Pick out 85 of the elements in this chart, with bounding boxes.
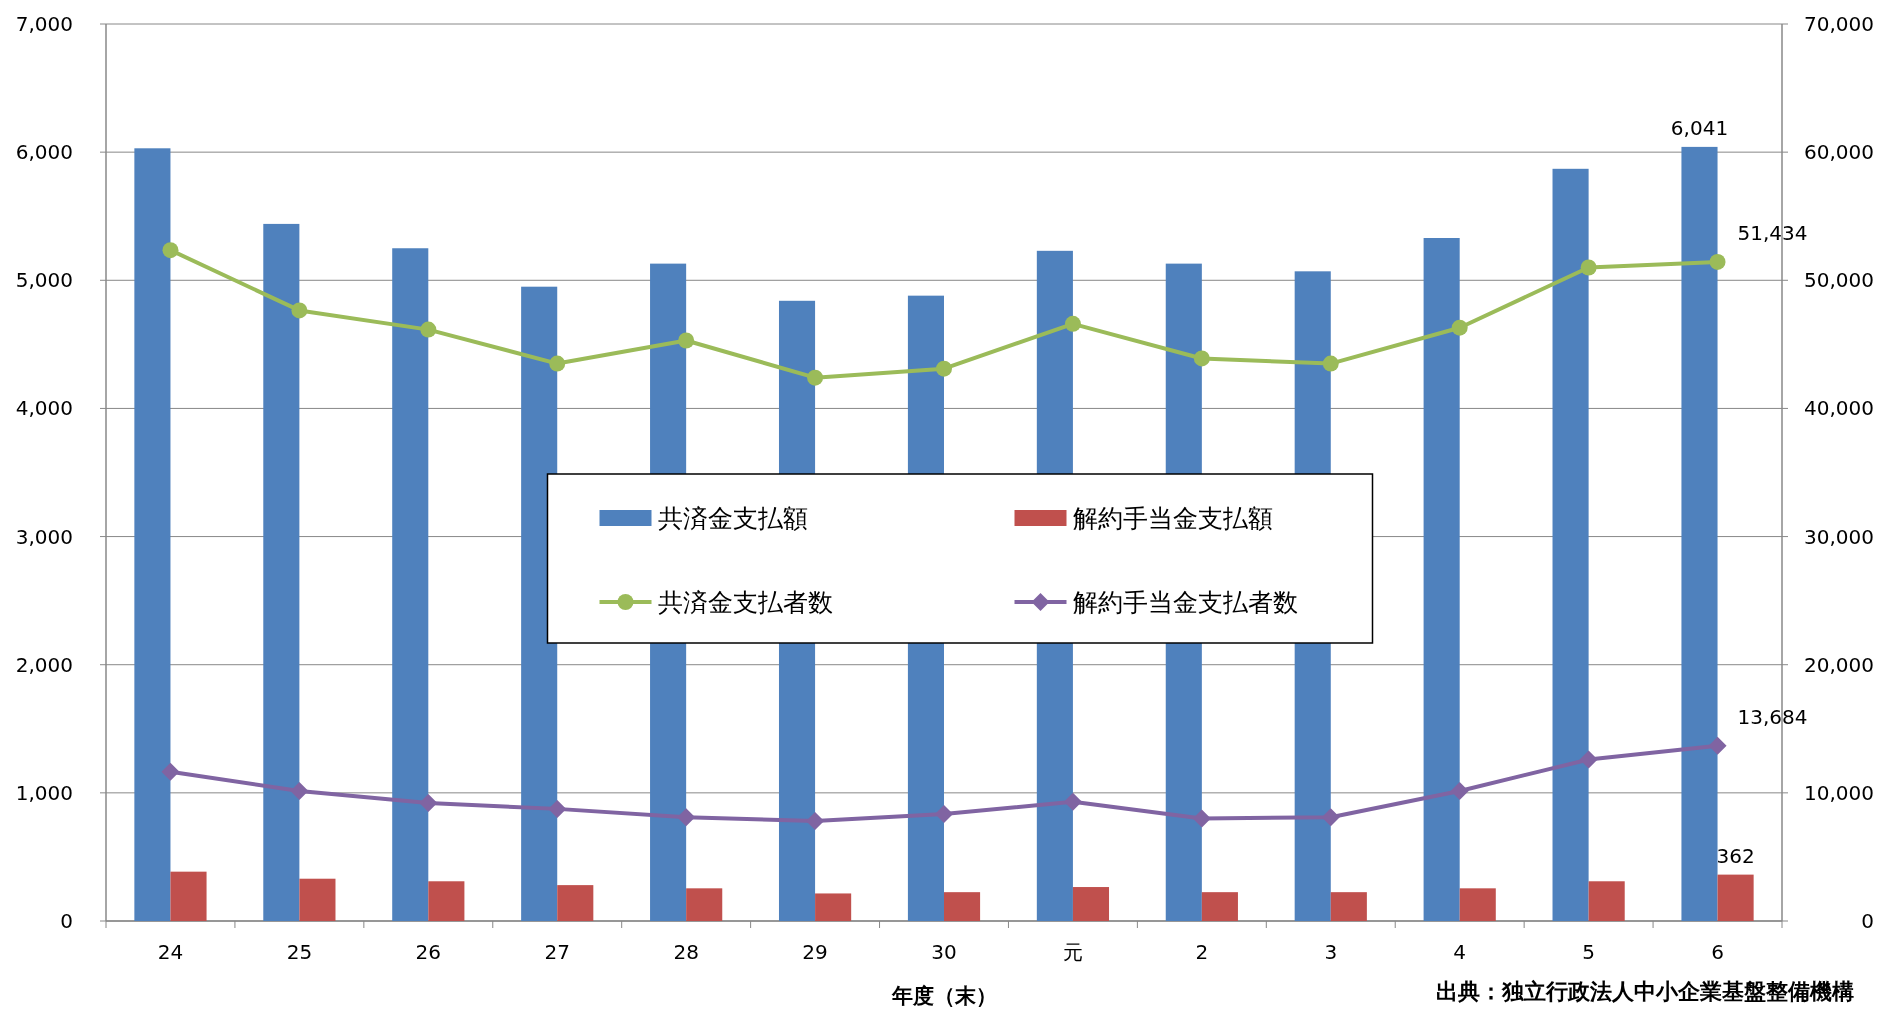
data-label: 13,684 (1737, 704, 1808, 729)
point (1063, 792, 1082, 811)
point (935, 805, 953, 823)
y-tick-label: 4,000 (15, 396, 73, 421)
x-tick-label: 6 (1711, 940, 1724, 964)
point (1322, 355, 1339, 372)
y-tick-label: 6,000 (15, 140, 73, 165)
y2-tick-label: 0 (1861, 909, 1874, 933)
legend-label: 共済金支払額 (657, 504, 808, 533)
point (678, 332, 695, 349)
y2-tick-label: 60,000 (1804, 140, 1874, 165)
y2-tick-label: 10,000 (1804, 780, 1874, 805)
y2-tick-label: 50,000 (1804, 268, 1874, 293)
bar (1072, 887, 1110, 921)
point (1064, 315, 1081, 332)
x-tick-label: 5 (1582, 940, 1595, 964)
point (290, 781, 309, 800)
bar (815, 893, 852, 921)
point (420, 321, 437, 338)
point (1708, 736, 1727, 755)
data-label: 362 (1716, 843, 1755, 868)
bar (428, 881, 465, 921)
point (419, 794, 438, 813)
bar (170, 871, 207, 921)
point (1193, 350, 1210, 367)
bar (1330, 892, 1367, 921)
point (1321, 808, 1340, 827)
x-tick-label: 28 (673, 940, 699, 964)
point (549, 355, 566, 372)
point (162, 242, 179, 259)
x-tick-label: 2 (1195, 940, 1209, 964)
bar (944, 892, 981, 921)
x-axis-title: 年度（末） (890, 984, 997, 1008)
bar (1552, 168, 1589, 921)
y2-tick-label: 40,000 (1804, 396, 1874, 421)
source-note: 出典：独立行政法人中小企業基盤整備機構 (1436, 979, 1854, 1004)
point (936, 360, 952, 377)
bar (1459, 888, 1496, 921)
bar (1588, 881, 1625, 921)
bar (392, 248, 429, 921)
y-tick-label: 1,000 (15, 780, 73, 805)
point (1709, 253, 1726, 270)
x-tick-label: 27 (544, 940, 570, 964)
x-tick-label: 4 (1453, 940, 1467, 964)
x-tick-label: 24 (157, 940, 184, 964)
bar (1717, 874, 1754, 921)
x-tick-label: 26 (415, 940, 442, 964)
bar (1201, 892, 1238, 921)
x-tick-label: 30 (931, 940, 957, 964)
y-tick-label: 5,000 (15, 268, 73, 293)
bar (557, 885, 594, 921)
x-tick-label: 29 (802, 940, 828, 964)
y-tick-label: 3,000 (15, 524, 73, 549)
bar (299, 878, 336, 921)
y2-tick-label: 70,000 (1804, 12, 1874, 36)
bar (1681, 146, 1718, 921)
y2-tick-label: 20,000 (1804, 652, 1874, 677)
point (1580, 259, 1597, 276)
y-tick-label: 0 (60, 909, 73, 933)
bar (686, 888, 723, 921)
bar (521, 286, 558, 921)
point (807, 369, 824, 386)
point (291, 302, 308, 319)
bar (263, 223, 300, 921)
point (548, 799, 567, 818)
data-label: 51,434 (1737, 220, 1808, 245)
point (1450, 781, 1469, 800)
y-tick-label: 2,000 (15, 652, 73, 677)
x-tick-label: 元 (1062, 940, 1083, 964)
point (1579, 750, 1598, 769)
y2-tick-label: 30,000 (1804, 524, 1874, 549)
data-label: 6,041 (1670, 115, 1729, 140)
point (806, 812, 825, 831)
point (1451, 319, 1468, 336)
legend-label: 解約手当金支払者数 (1072, 588, 1298, 617)
bar (134, 148, 171, 921)
x-tick-label: 3 (1324, 940, 1338, 964)
legend-label: 共済金支払者数 (657, 588, 833, 617)
legend-label: 解約手当金支払額 (1072, 504, 1273, 533)
bar (1423, 238, 1460, 921)
y-tick-label: 7,000 (15, 12, 73, 36)
point (1192, 809, 1211, 828)
point (677, 808, 696, 827)
x-tick-label: 25 (286, 940, 313, 964)
point (161, 762, 180, 781)
